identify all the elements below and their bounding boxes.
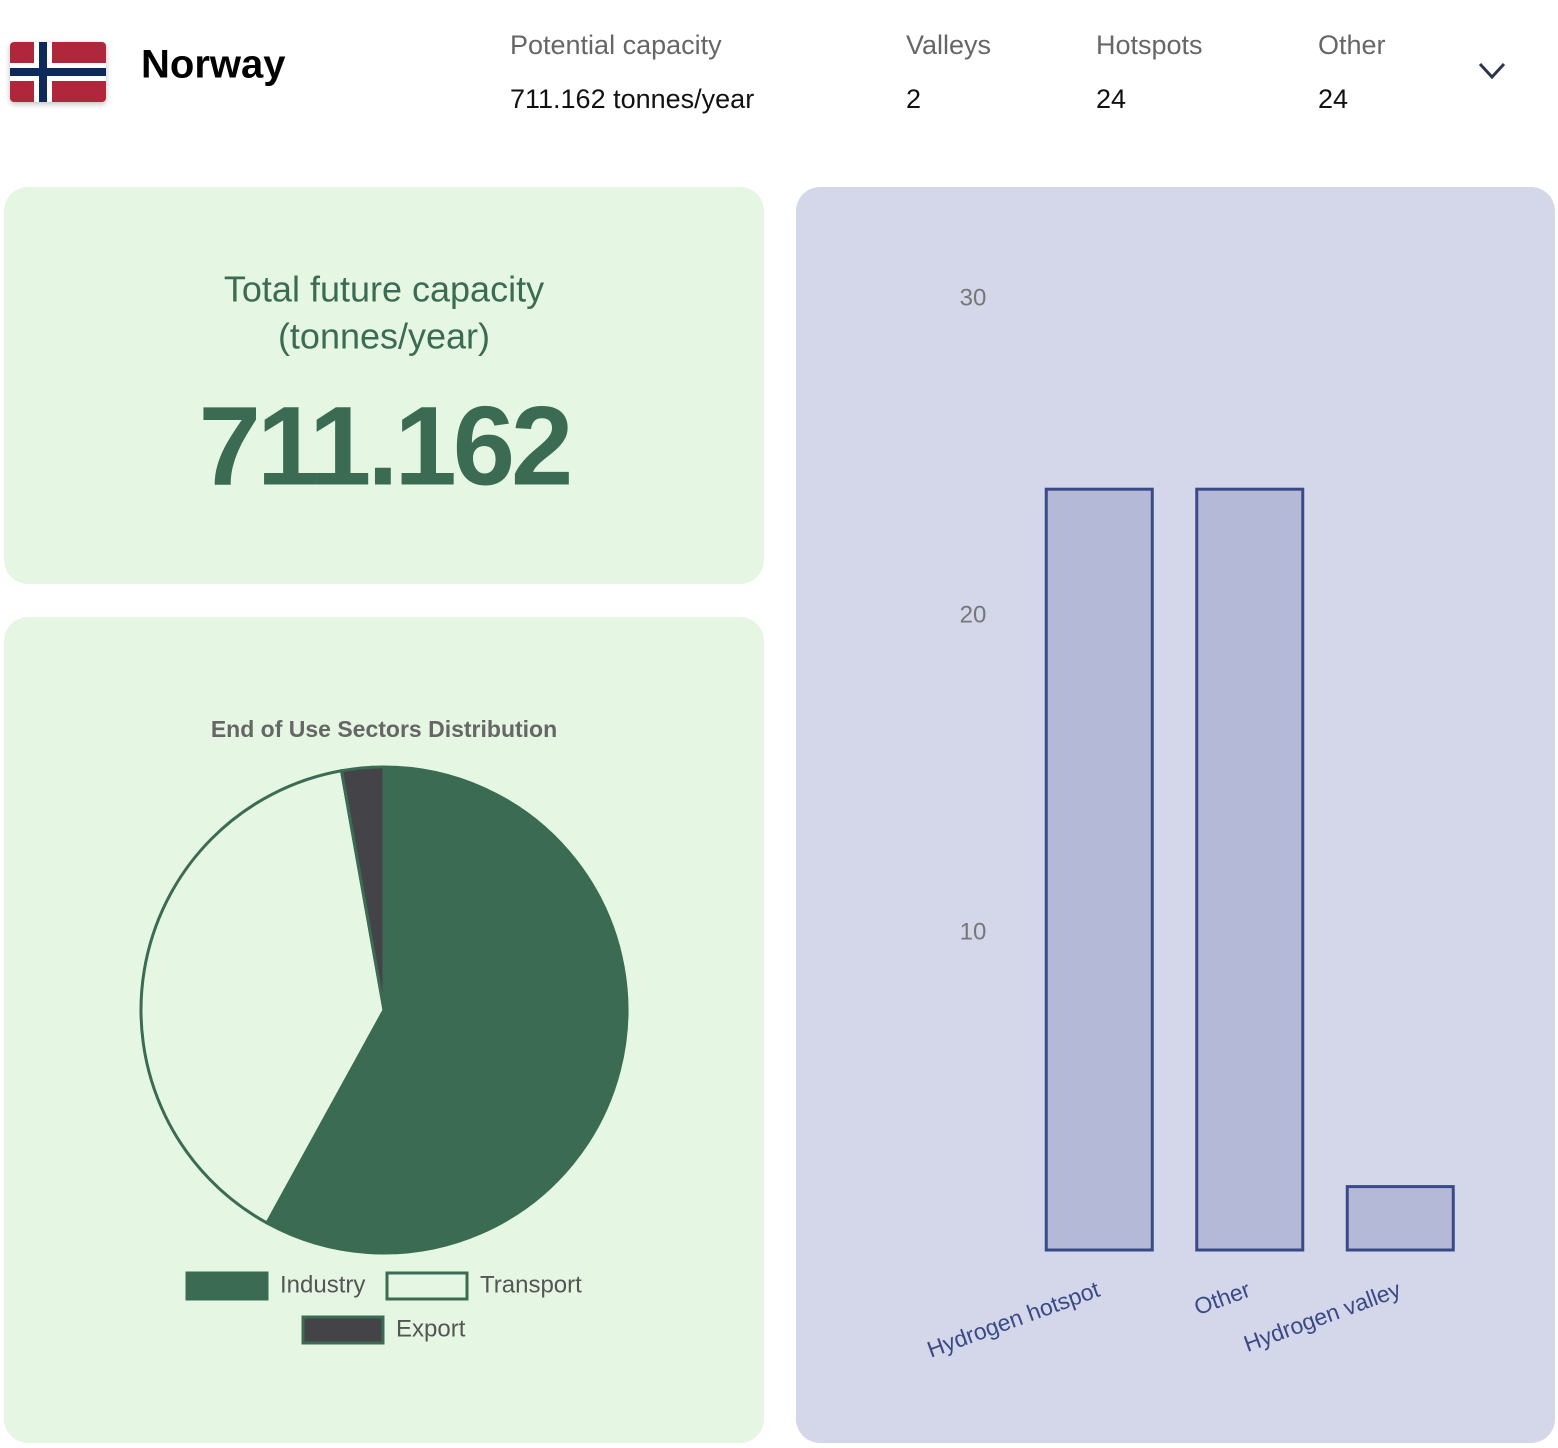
legend-label: Industry xyxy=(280,1271,365,1298)
y-tick-label: 20 xyxy=(960,601,987,628)
pie-slice xyxy=(264,765,629,1255)
bar xyxy=(1195,487,1305,1252)
y-tick-label: 10 xyxy=(960,918,987,945)
bar xyxy=(1345,1185,1455,1252)
stat-label: Other xyxy=(1318,30,1386,60)
legend-swatch xyxy=(185,1271,269,1301)
y-tick-label: 30 xyxy=(960,284,987,311)
expand-chevron[interactable] xyxy=(1478,62,1506,80)
summary-title: Total future capacity xyxy=(224,269,544,310)
legend-label: Export xyxy=(396,1315,466,1342)
stat-label: Hotspots xyxy=(1096,30,1203,60)
summary-card xyxy=(4,187,764,584)
flag xyxy=(10,42,106,102)
legend-label: Transport xyxy=(480,1271,582,1298)
chart-title: End of Use Sectors Distribution xyxy=(211,716,557,742)
stat-value: 24 xyxy=(1318,84,1348,114)
summary-title: (tonnes/year) xyxy=(278,316,490,357)
summary-value: 711.162 xyxy=(199,384,570,509)
bar-card xyxy=(796,187,1555,1443)
country-name: Norway xyxy=(141,43,286,87)
stat-value: 711.162 tonnes/year xyxy=(510,84,754,114)
legend-swatch xyxy=(385,1271,469,1301)
legend-swatch xyxy=(301,1315,385,1345)
pie-slice xyxy=(139,769,386,1225)
stat-value: 24 xyxy=(1096,84,1126,114)
bar xyxy=(1044,487,1154,1252)
pie-slice xyxy=(339,765,386,1011)
stat-value: 2 xyxy=(906,84,921,114)
stat-label: Potential capacity xyxy=(510,30,722,60)
stat-label: Valleys xyxy=(906,30,991,60)
